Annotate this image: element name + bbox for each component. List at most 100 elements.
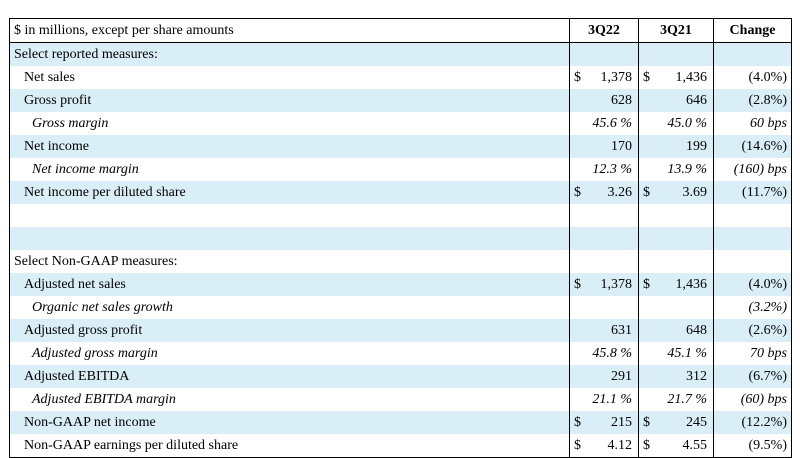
cell-change: 70 bps [713,342,792,365]
table-row: Net sales $1,378 $1,436 (4.0%) [9,66,792,89]
table-row: Gross profit 628 646 (2.8%) [9,89,792,112]
cell-3q21: 45.0 % [638,112,714,135]
table-row [9,204,792,227]
row-label: Adjusted gross margin [9,342,570,365]
cell-change: (4.0%) [713,66,792,89]
row-label: Organic net sales growth [9,296,570,319]
cell-value: 1,436 [675,69,708,85]
table-row: Adjusted EBITDA 291 312 (6.7%) [9,365,792,388]
row-label: Gross profit [9,89,570,112]
cell-change: (160) bps [713,158,792,181]
table-row: Select Non-GAAP measures: [9,250,792,273]
cell-3q21: $1,436 [638,273,714,296]
cell-3q21: 312 [638,365,714,388]
cell-change: (4.0%) [713,273,792,296]
cell-3q22: 291 [569,365,639,388]
table-row: Net income 170 199 (14.6%) [9,135,792,158]
cell-3q22 [569,250,639,273]
cell-change: (9.5%) [713,434,792,458]
currency-symbol: $ [574,69,581,85]
cell-value: 1,378 [600,276,633,292]
cell-3q22: 631 [569,319,639,342]
table-row: Adjusted gross profit 631 648 (2.6%) [9,319,792,342]
table-row: Net income margin 12.3 % 13.9 % (160) bps [9,158,792,181]
cell-3q21: 13.9 % [638,158,714,181]
cell-value: 45.0 % [667,115,707,131]
cell-change: (60) bps [713,388,792,411]
cell-3q21: 648 [638,319,714,342]
cell-value: 646 [686,92,707,108]
cell-value: 1,436 [675,276,708,292]
cell-value: 1,378 [600,69,633,85]
row-label: Select Non-GAAP measures: [9,250,570,273]
cell-value: 4.55 [682,437,708,453]
cell-3q22 [569,204,639,227]
cell-3q22: 45.6 % [569,112,639,135]
cell-3q21: 646 [638,89,714,112]
row-label: Net income per diluted share [9,181,570,204]
cell-3q21: $4.55 [638,434,714,458]
cell-change: (2.8%) [713,89,792,112]
row-label: Adjusted EBITDA margin [9,388,570,411]
cell-3q22: $1,378 [569,66,639,89]
row-label [9,227,570,250]
row-label: Adjusted net sales [9,273,570,296]
cell-value: 4.12 [607,437,633,453]
table-body: Select reported measures: Net sales $1,378… [9,42,792,458]
cell-3q22: $4.12 [569,434,639,458]
cell-value: 245 [686,414,707,430]
cell-change [713,204,792,227]
table-row: Select reported measures: [9,42,792,66]
cell-3q21 [638,42,714,66]
table-row [9,227,792,250]
row-label: Non-GAAP net income [9,411,570,434]
cell-3q22: 170 [569,135,639,158]
row-label: Net income [9,135,570,158]
cell-value: 21.7 % [667,391,707,407]
cell-3q21 [638,296,714,319]
cell-3q22 [569,42,639,66]
cell-value: 45.8 % [592,345,632,361]
currency-symbol: $ [643,69,650,85]
cell-value: 199 [686,138,707,154]
cell-3q21: $245 [638,411,714,434]
cell-3q21: 199 [638,135,714,158]
table-row: Net income per diluted share $3.26 $3.69 (1… [9,181,792,204]
cell-value: 215 [611,414,632,430]
cell-value: 21.1 % [592,391,632,407]
currency-symbol: $ [574,414,581,430]
cell-change [713,42,792,66]
row-label: Net sales [9,66,570,89]
cell-3q21 [638,250,714,273]
cell-value: 13.9 % [667,161,707,177]
cell-change: (12.2%) [713,411,792,434]
cell-3q21: $1,436 [638,66,714,89]
table-row: Gross margin 45.6 % 45.0 % 60 bps [9,112,792,135]
table-row: Adjusted gross margin 45.8 % 45.1 % 70 bps [9,342,792,365]
cell-change: (14.6%) [713,135,792,158]
row-label: Gross margin [9,112,570,135]
cell-3q22: 628 [569,89,639,112]
cell-value: 3.69 [682,184,708,200]
row-label: Non-GAAP earnings per diluted share [9,434,570,458]
cell-change: (2.6%) [713,319,792,342]
cell-change: (6.7%) [713,365,792,388]
financial-summary-table-container: $ in millions, except per share amounts … [9,18,792,458]
cell-value: 12.3 % [592,161,632,177]
table-row: Adjusted net sales $1,378 $1,436 (4.0%) [9,273,792,296]
cell-3q22: $1,378 [569,273,639,296]
currency-symbol: $ [643,437,650,453]
table-row: Adjusted EBITDA margin 21.1 % 21.7 % (60) b… [9,388,792,411]
cell-value: 291 [611,368,632,384]
cell-3q22: $3.26 [569,181,639,204]
currency-symbol: $ [574,437,581,453]
row-label: Adjusted gross profit [9,319,570,342]
table-row: Non-GAAP net income $215 $245 (12.2%) [9,411,792,434]
cell-3q21 [638,227,714,250]
cell-value: 631 [611,322,632,338]
table-header-row: $ in millions, except per share amounts … [9,18,792,43]
cell-change: 60 bps [713,112,792,135]
cell-3q22 [569,296,639,319]
cell-value: 45.1 % [667,345,707,361]
financial-summary-table: $ in millions, except per share amounts … [9,18,792,458]
